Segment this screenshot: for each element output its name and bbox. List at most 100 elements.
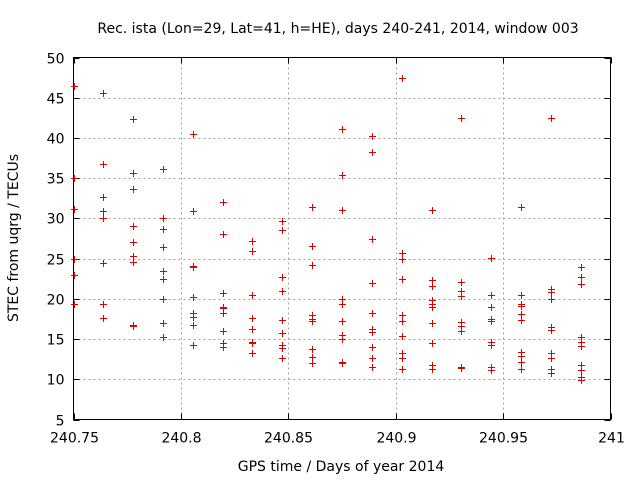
data-point-marker: [130, 253, 137, 260]
data-point-marker: [279, 355, 286, 362]
data-point-marker: [100, 161, 107, 168]
data-point-marker: [100, 315, 107, 322]
grid: [73, 57, 611, 420]
data-point-marker: [339, 360, 346, 367]
data-point-marker: [100, 260, 107, 267]
data-point-marker: [190, 322, 197, 329]
data-point-marker: [369, 355, 376, 362]
data-point-marker: [100, 301, 107, 308]
data-point-marker: [309, 354, 316, 361]
y-tick-label: 45: [47, 92, 65, 108]
data-point-marker: [130, 223, 137, 230]
data-point-marker: [160, 268, 167, 275]
data-point-marker: [71, 83, 78, 90]
data-point-marker: [160, 334, 167, 341]
data-point-marker: [369, 149, 376, 156]
data-point-marker: [100, 208, 107, 215]
data-point-marker: [100, 90, 107, 97]
data-point-marker: [518, 303, 525, 310]
data-point-marker: [458, 328, 465, 335]
data-point-marker: [518, 311, 525, 318]
data-point-marker: [369, 133, 376, 140]
data-point-marker: [399, 256, 406, 263]
data-points: [71, 75, 585, 384]
data-point-marker: [249, 340, 256, 347]
y-tick-label: 50: [47, 52, 65, 68]
data-point-marker: [488, 318, 495, 325]
data-point-marker: [279, 218, 286, 225]
data-point-marker: [578, 343, 585, 350]
y-tick-label: 35: [47, 172, 65, 188]
data-point-marker: [220, 199, 227, 206]
data-point-marker: [399, 312, 406, 319]
data-point-marker: [100, 194, 107, 201]
data-point-marker: [548, 289, 555, 296]
data-point-marker: [399, 355, 406, 362]
data-point-marker: [488, 367, 495, 374]
data-point-marker: [160, 276, 167, 283]
data-point-marker: [518, 353, 525, 360]
y-tick-label: 10: [47, 373, 65, 389]
data-point-marker: [488, 304, 495, 311]
x-tick-label: 240.75: [50, 431, 99, 447]
data-point-marker: [518, 317, 525, 324]
data-point-marker: [429, 340, 436, 347]
data-point-marker: [220, 310, 227, 317]
data-point-marker: [160, 244, 167, 251]
data-point-marker: [488, 292, 495, 299]
data-point-marker: [160, 320, 167, 327]
data-point-marker: [130, 259, 137, 266]
data-point-marker: [339, 207, 346, 214]
data-point-marker: [458, 279, 465, 286]
x-tick-label: 240.85: [264, 431, 313, 447]
data-point-marker: [518, 366, 525, 373]
data-point-marker: [578, 274, 585, 281]
data-point-marker: [578, 264, 585, 271]
data-point-marker: [578, 367, 585, 374]
x-tick-label: 240.9: [376, 431, 416, 447]
data-point-marker: [339, 126, 346, 133]
data-point-marker: [71, 272, 78, 279]
data-point-marker: [429, 304, 436, 311]
data-point-marker: [309, 204, 316, 211]
data-point-marker: [190, 314, 197, 321]
data-point-marker: [71, 175, 78, 182]
data-point-marker: [458, 115, 465, 122]
data-point-marker: [279, 227, 286, 234]
data-point-marker: [279, 330, 286, 337]
data-point-marker: [399, 366, 406, 373]
data-point-marker: [190, 342, 197, 349]
data-point-marker: [488, 255, 495, 262]
y-axis-label: STEC from uqrg / TECUs: [6, 154, 22, 322]
data-point-marker: [429, 366, 436, 373]
data-point-marker: [130, 116, 137, 123]
data-point-marker: [369, 236, 376, 243]
data-point-marker: [249, 292, 256, 299]
data-point-marker: [220, 290, 227, 297]
data-point-marker: [220, 344, 227, 351]
data-point-marker: [130, 323, 137, 330]
data-point-marker: [279, 317, 286, 324]
data-point-marker: [160, 215, 167, 222]
data-point-marker: [249, 326, 256, 333]
y-tick-label: 25: [47, 253, 65, 269]
data-point-marker: [309, 243, 316, 250]
data-point-marker: [429, 283, 436, 290]
data-point-marker: [309, 360, 316, 367]
data-point-marker: [429, 277, 436, 284]
y-tick-label: 5: [56, 414, 65, 430]
data-point-marker: [518, 204, 525, 211]
data-point-marker: [279, 274, 286, 281]
data-point-marker: [458, 365, 465, 372]
data-point-marker: [548, 115, 555, 122]
data-point-marker: [429, 207, 436, 214]
data-point-marker: [458, 293, 465, 300]
x-tick-label: 241: [598, 431, 625, 447]
data-point-marker: [220, 328, 227, 335]
data-point-marker: [190, 264, 197, 271]
x-tick-label: 240.95: [479, 431, 528, 447]
data-point-marker: [369, 344, 376, 351]
data-point-marker: [190, 131, 197, 138]
data-point-marker: [309, 346, 316, 353]
